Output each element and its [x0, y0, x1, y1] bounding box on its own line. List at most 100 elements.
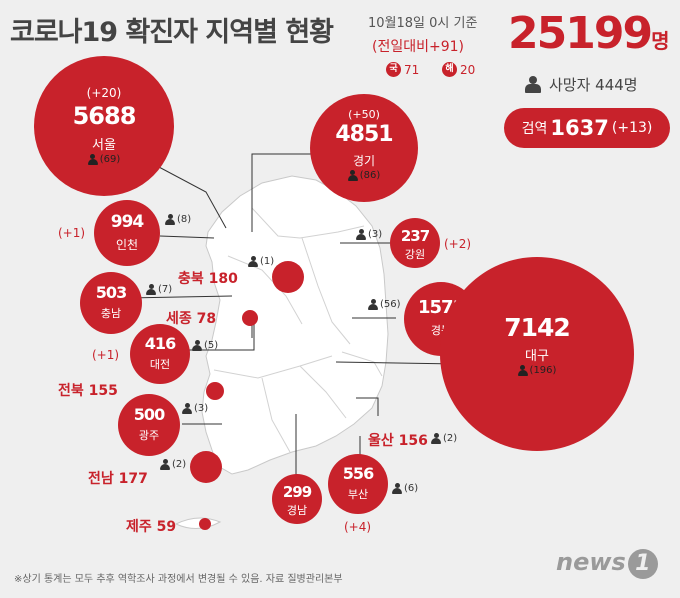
seoul-change: (+20) — [86, 86, 122, 100]
busan-count: 556 — [342, 464, 374, 483]
overseas-badge: 해 — [442, 62, 457, 77]
daejeon-change: (+1) — [92, 348, 120, 362]
total-unit: 명 — [651, 29, 670, 53]
busan-change: (+4) — [344, 520, 372, 534]
jeju-island — [174, 517, 222, 529]
chungbuk-deaths: (1) — [248, 256, 274, 267]
total-value: 25199 — [508, 8, 653, 59]
total-cases: 25199명 — [508, 10, 669, 65]
domestic-badge: 국 — [386, 62, 401, 77]
source-note: ※상기 통계는 모두 추후 역학조사 과정에서 변경될 수 있음. 자료 질병관… — [14, 574, 343, 585]
gangwon-change: (+2) — [444, 237, 472, 251]
chungbuk-label: 충북 180 — [178, 271, 238, 287]
person-icon — [356, 229, 366, 240]
chungnam-name: 충남 — [100, 307, 122, 320]
gwangju-count: 500 — [133, 405, 165, 424]
daejeon-bubble: 416 대전 — [130, 324, 190, 384]
chungnam-count: 503 — [95, 283, 127, 302]
gyeongbuk-deaths: (56) — [368, 299, 401, 310]
busan-deaths: (6) — [392, 483, 418, 494]
daily-change: (전일대비+91) — [372, 39, 464, 55]
quarantine-badge: 검역 1637 (+13) — [504, 108, 670, 148]
jeju-marker — [199, 518, 211, 530]
person-icon — [525, 76, 541, 93]
sejong-marker — [242, 310, 258, 326]
overseas-value: 20 — [460, 62, 476, 77]
quarantine-change: (+13) — [611, 120, 653, 136]
province-borders — [213, 207, 383, 453]
page-title: 코로나19 확진자 지역별 현황 — [10, 17, 334, 48]
chungnam-bubble: 503 충남 — [80, 272, 142, 334]
gangwon-deaths: (3) — [356, 229, 382, 240]
daegu-deaths: (196) — [440, 365, 634, 376]
gwangju-name: 광주 — [138, 429, 160, 442]
domestic-cases: 국 71 — [386, 62, 419, 77]
chungnam-circle — [80, 272, 142, 334]
gyeonggi-name: 경기 — [352, 154, 376, 168]
person-icon — [182, 403, 192, 414]
person-icon — [146, 284, 156, 295]
chungbuk-marker — [272, 261, 304, 293]
quarantine-label: 검역 — [521, 121, 548, 137]
gyeonggi-bubble: (+50) 4851 경기 (86) — [310, 94, 418, 202]
gyeongnam-count: 299 — [282, 483, 312, 501]
daejeon-count: 416 — [144, 334, 176, 353]
deaths-text: 사망자 444명 — [549, 76, 638, 94]
person-icon — [517, 365, 528, 376]
leader-lines — [123, 153, 459, 484]
gyeongnam-name: 경남 — [286, 504, 308, 517]
daejeon-circle — [130, 324, 190, 384]
seoul-name: 서울 — [92, 138, 116, 153]
person-icon — [165, 214, 175, 225]
daegu-count: 7142 — [504, 313, 571, 342]
gyeonggi-count: 4851 — [335, 122, 393, 147]
person-icon — [87, 154, 98, 165]
small-markers — [190, 261, 304, 530]
overseas-cases: 해 20 — [442, 62, 475, 77]
ulsan-label: 울산 156 — [368, 433, 428, 449]
busan-circle — [328, 454, 388, 514]
peninsula-shape — [201, 175, 389, 475]
domestic-value: 71 — [404, 62, 420, 77]
seoul-count: 5688 — [72, 102, 137, 130]
daegu-bubble: 7142 대구 (196) — [440, 257, 634, 451]
incheon-change: (+1) — [58, 226, 86, 240]
jeonnam-marker — [190, 451, 222, 483]
busan-name: 부산 — [347, 488, 369, 501]
chungnam-deaths: (7) — [146, 284, 172, 295]
gyeongnam-bubble: 299 경남 — [272, 474, 322, 524]
gwangju-circle — [118, 394, 180, 456]
jeonbuk-marker — [206, 382, 224, 400]
seoul-circle — [34, 56, 174, 196]
person-icon — [431, 433, 441, 444]
gangwon-circle — [390, 218, 440, 268]
busan-bubble: 556 부산 — [328, 454, 388, 514]
daejeon-name: 대전 — [149, 358, 171, 371]
gwangju-bubble: 500 광주 — [118, 394, 180, 456]
seoul-bubble: (+20) 5688 서울 (69) — [34, 56, 174, 196]
incheon-name: 인천 — [115, 238, 139, 252]
person-icon — [160, 459, 170, 470]
news1-logo: news 1 — [556, 548, 658, 579]
seoul-deaths: (69) — [34, 154, 174, 165]
quarantine-value: 1637 — [550, 116, 609, 140]
incheon-count: 994 — [110, 212, 145, 232]
daegu-circle — [440, 257, 634, 451]
reference-date: 10월18일 0시 기준 — [368, 16, 478, 31]
daegu-name: 대구 — [525, 349, 549, 364]
deaths-total: 사망자 444명 — [525, 74, 638, 95]
person-icon — [368, 299, 378, 310]
incheon-circle — [94, 200, 160, 266]
person-icon — [248, 256, 258, 267]
incheon-bubble: 994 인천 — [94, 200, 160, 266]
gangwon-count: 237 — [400, 227, 430, 245]
gwangju-deaths: (3) — [182, 403, 208, 414]
gyeonggi-deaths: (86) — [310, 170, 418, 181]
gyeonggi-circle — [310, 94, 418, 202]
gangwon-name: 강원 — [404, 248, 426, 261]
person-icon — [192, 340, 202, 351]
gyeonggi-change: (+50) — [348, 108, 380, 121]
incheon-deaths: (8) — [165, 214, 191, 225]
jeju-label: 제주 59 — [126, 519, 177, 535]
